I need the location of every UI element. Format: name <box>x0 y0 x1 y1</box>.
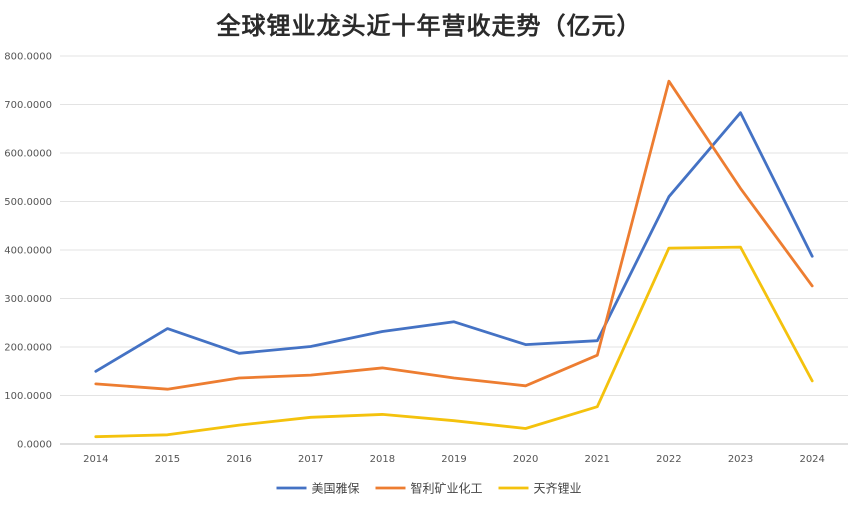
series-line-3 <box>94 245 814 439</box>
x-tick-label: 2020 <box>513 454 538 465</box>
data-point <box>310 416 312 418</box>
data-point <box>524 385 526 387</box>
x-tick-label: 2017 <box>298 454 323 465</box>
series-line-1 <box>94 111 814 373</box>
x-tick-label: 2015 <box>155 454 180 465</box>
series-lines <box>94 79 814 439</box>
y-tick-label: 400.0000 <box>4 246 52 257</box>
legend-label: 天齐锂业 <box>534 481 582 496</box>
y-tick-label: 500.0000 <box>4 197 52 208</box>
x-tick-label: 2021 <box>585 454 610 465</box>
legend-label: 美国雅保 <box>312 481 360 496</box>
data-point <box>811 285 813 287</box>
x-tick-label: 2019 <box>441 454 466 465</box>
data-point <box>238 352 240 354</box>
data-point <box>596 405 598 407</box>
data-point <box>238 424 240 426</box>
data-point <box>95 383 97 385</box>
x-tick-label: 2018 <box>370 454 395 465</box>
y-tick-label: 600.0000 <box>4 149 52 160</box>
y-tick-label: 0.0000 <box>17 440 52 451</box>
data-point <box>166 327 168 329</box>
x-tick-label: 2014 <box>83 454 108 465</box>
x-tick-label: 2023 <box>728 454 753 465</box>
legend-label: 智利矿业化工 <box>411 481 483 496</box>
data-point <box>596 354 598 356</box>
axes: 0.0000 100.0000 200.0000 300.0000 400.0000 50… <box>4 52 825 466</box>
data-point <box>381 367 383 369</box>
y-tick-label: 200.0000 <box>4 343 52 354</box>
gridlines <box>60 55 848 445</box>
data-point <box>95 370 97 372</box>
data-point <box>668 247 670 249</box>
data-point <box>524 427 526 429</box>
data-point <box>310 374 312 376</box>
data-point <box>166 434 168 436</box>
y-tick-label: 800.0000 <box>4 52 52 63</box>
data-point <box>453 420 455 422</box>
data-point <box>739 246 741 248</box>
data-point <box>668 80 670 82</box>
data-point <box>524 343 526 345</box>
series-line-2 <box>94 79 814 391</box>
x-tick-label: 2024 <box>799 454 824 465</box>
data-point <box>381 413 383 415</box>
y-tick-label: 700.0000 <box>4 100 52 111</box>
x-tick-label: 2016 <box>226 454 251 465</box>
data-point <box>310 345 312 347</box>
data-point <box>739 187 741 189</box>
y-tick-label: 300.0000 <box>4 294 52 305</box>
data-point <box>596 339 598 341</box>
data-point <box>739 112 741 114</box>
data-point <box>453 377 455 379</box>
chart-title: 全球锂业龙头近十年营收走势（亿元） <box>216 11 642 40</box>
data-point <box>811 380 813 382</box>
data-point <box>453 321 455 323</box>
y-tick-label: 100.0000 <box>4 391 52 402</box>
x-tick-label: 2022 <box>656 454 681 465</box>
data-point <box>95 436 97 438</box>
data-point <box>238 377 240 379</box>
data-point <box>381 330 383 332</box>
legend: 美国雅保 智利矿业化工 天齐锂业 <box>276 481 582 496</box>
data-point <box>811 255 813 257</box>
data-point <box>668 195 670 197</box>
data-point <box>166 388 168 390</box>
